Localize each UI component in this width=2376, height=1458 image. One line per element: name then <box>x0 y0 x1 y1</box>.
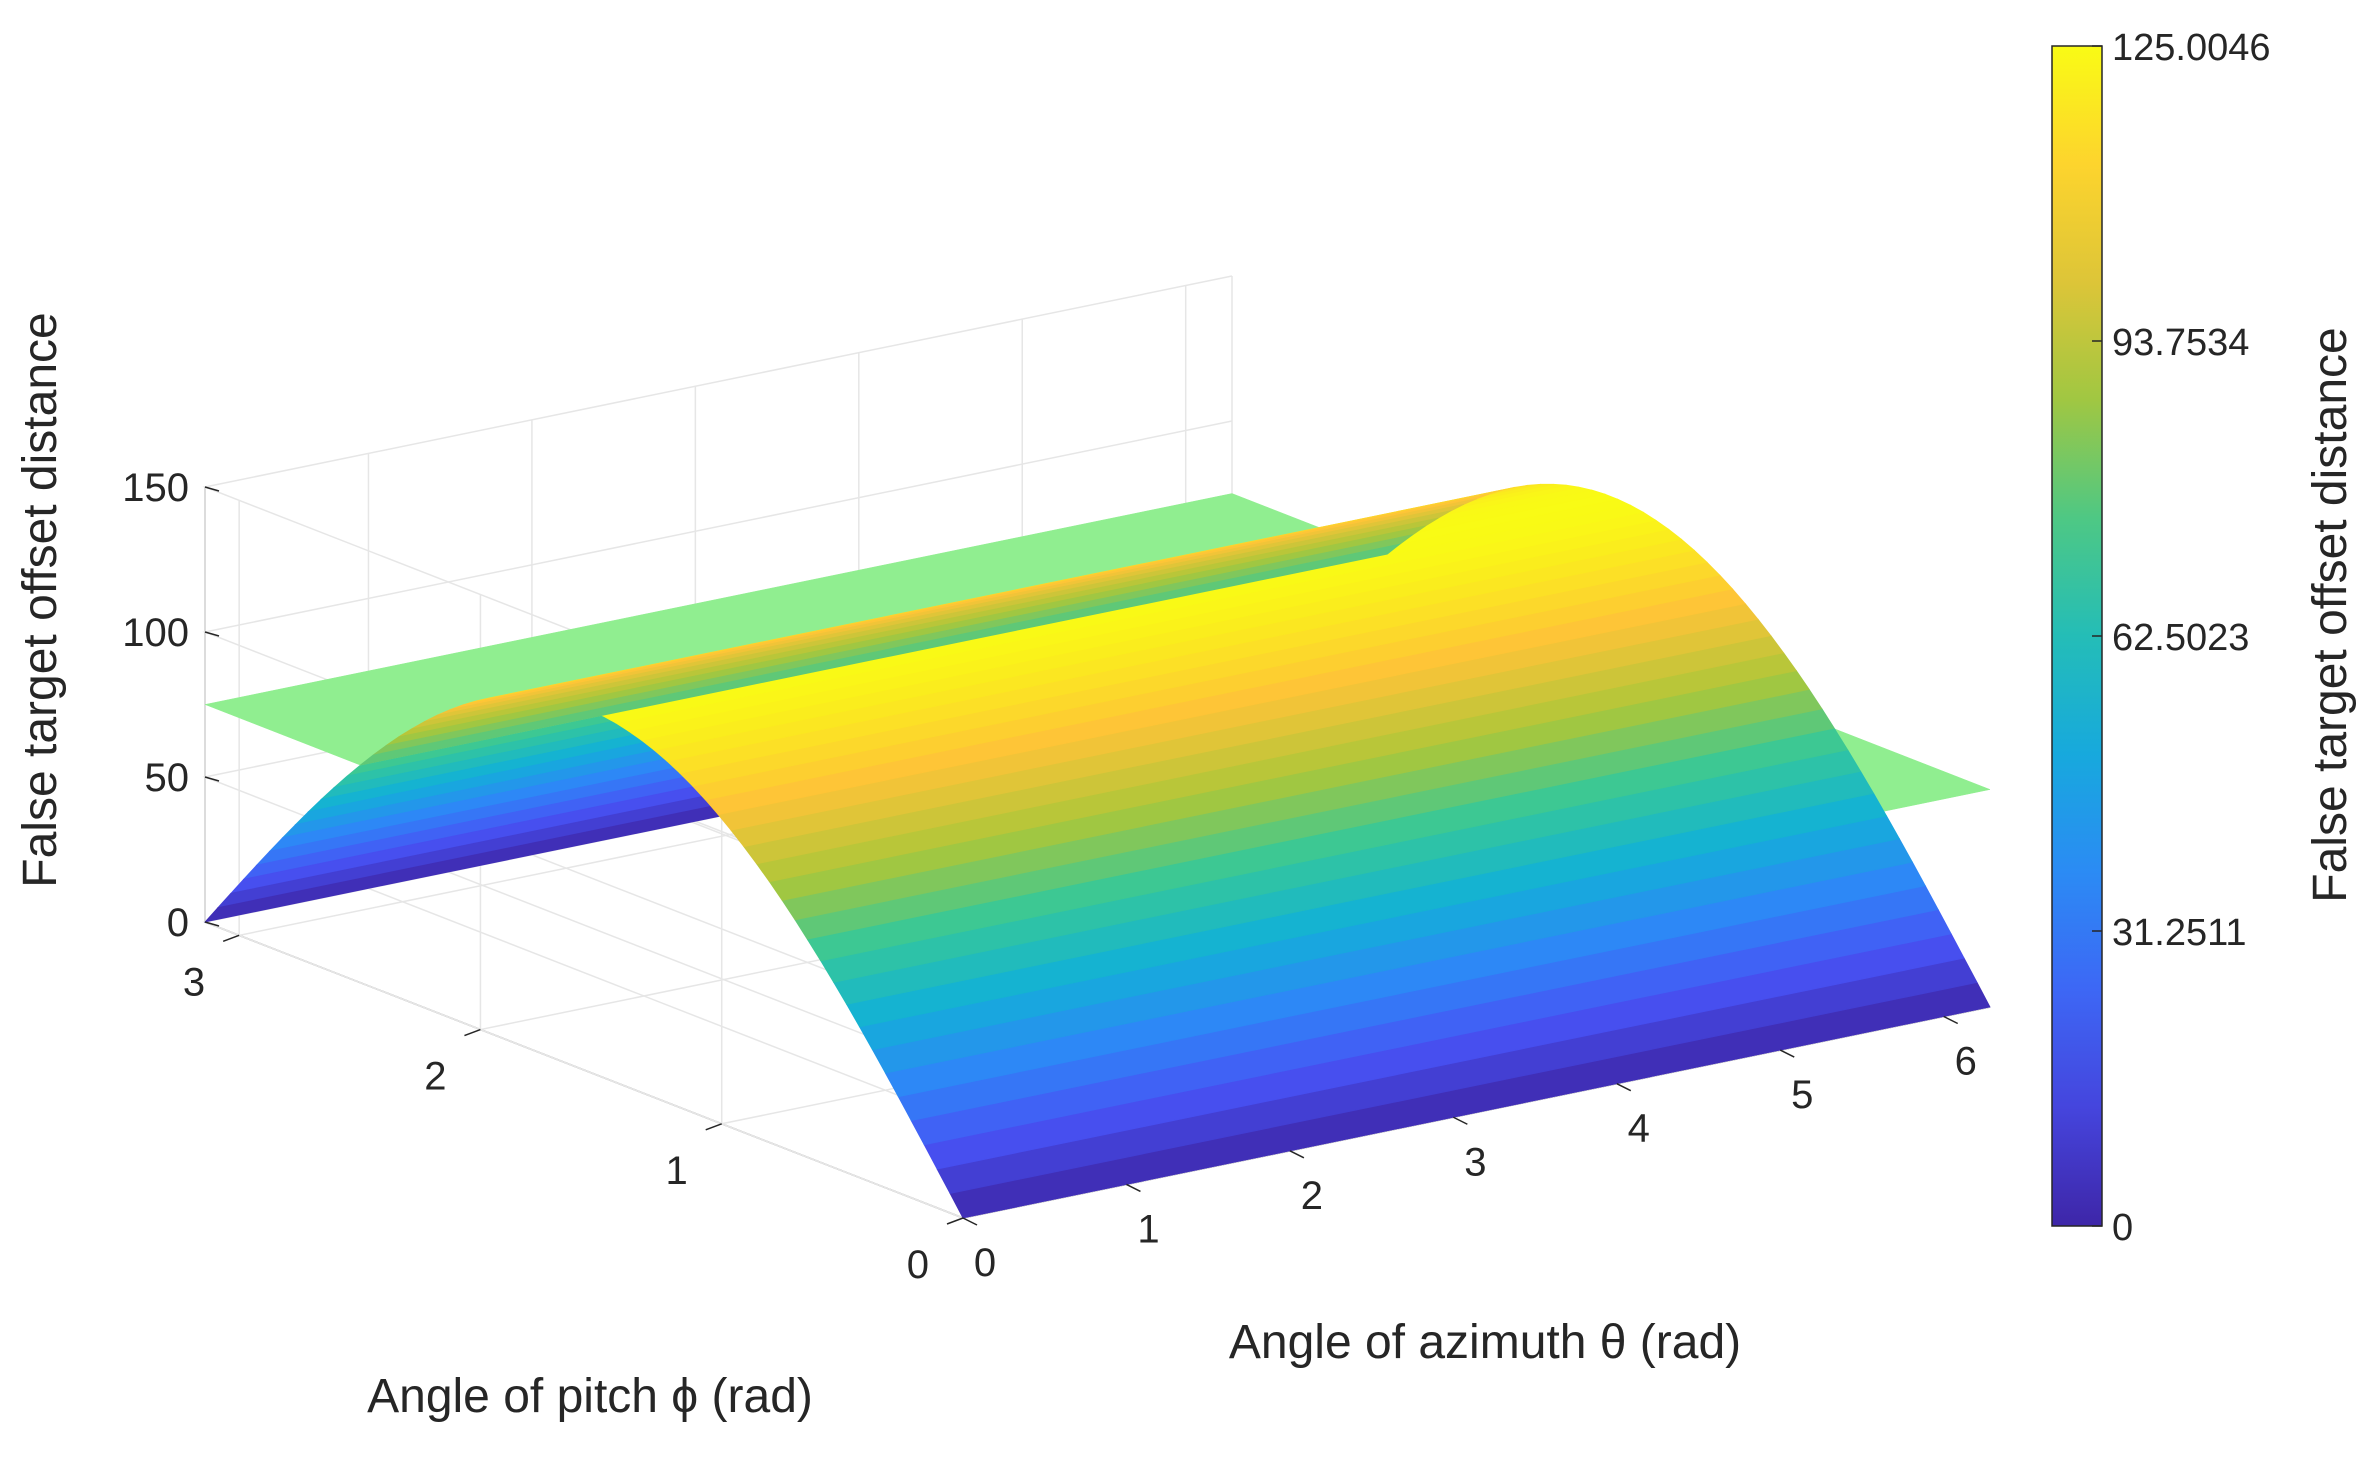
z-tick-label: 100 <box>122 611 189 655</box>
surface <box>203 483 1991 1219</box>
y-tick-mark <box>946 1217 964 1225</box>
z-tick-label: 150 <box>122 466 189 510</box>
x-tick-mark <box>1289 1150 1305 1159</box>
y-tick-label: 1 <box>665 1149 687 1193</box>
z-tick-mark <box>204 776 220 782</box>
colorbar-tick-label: 31.2511 <box>2112 912 2247 954</box>
colorbar: 0 31.2511 62.5023 93.7534 125.0046 <box>2051 27 2271 1249</box>
colorbar-tick-label: 0 <box>2112 1207 2133 1249</box>
z-tick-mark <box>204 486 220 492</box>
z-tick-label: 50 <box>145 756 190 800</box>
axis-ticks: 0 50 100 150 0 1 2 3 4 5 6 0 1 2 3 <box>122 466 1977 1287</box>
x-tick-mark <box>1616 1083 1632 1092</box>
x-tick-mark <box>962 1217 978 1226</box>
surface-strip <box>360 543 1401 766</box>
x-tick-label: 0 <box>974 1241 996 1285</box>
surface-strip <box>807 728 1849 962</box>
x-tick-label: 1 <box>1137 1207 1159 1251</box>
colorbar-label: False target offset distance <box>2304 327 2357 902</box>
x-tick-label: 5 <box>1791 1073 1813 1117</box>
colorbar-tick-label: 62.5023 <box>2112 617 2249 659</box>
z-tick-mark <box>204 631 220 637</box>
colorbar-tick-label: 125.0046 <box>2112 27 2271 69</box>
z-tick-label: 0 <box>167 901 189 945</box>
x-tick-mark <box>1126 1183 1141 1193</box>
grid-line <box>204 921 964 1219</box>
y-tick-mark <box>222 934 240 943</box>
y-tick-label: 0 <box>907 1243 929 1287</box>
z-tick-mark <box>204 921 220 927</box>
x-tick-mark <box>1943 1015 1959 1025</box>
y-tick-mark <box>705 1123 722 1131</box>
colorbar-tick-label: 93.7534 <box>2112 322 2249 364</box>
y-axis-label: Angle of pitch ϕ (rad) <box>367 1370 813 1423</box>
y-tick-mark <box>464 1028 481 1037</box>
x-tick-label: 2 <box>1301 1174 1323 1218</box>
z-axis-label: False target offset distance <box>14 312 67 887</box>
x-axis-label: Angle of azimuth θ (rad) <box>1229 1316 1741 1369</box>
x-tick-label: 3 <box>1464 1140 1486 1184</box>
x-tick-mark <box>1453 1116 1468 1125</box>
x-tick-label: 6 <box>1955 1040 1977 1084</box>
y-tick-label: 2 <box>424 1055 446 1099</box>
x-tick-label: 4 <box>1628 1107 1650 1151</box>
y-tick-label: 3 <box>183 960 205 1004</box>
x-tick-mark <box>1779 1049 1795 1058</box>
